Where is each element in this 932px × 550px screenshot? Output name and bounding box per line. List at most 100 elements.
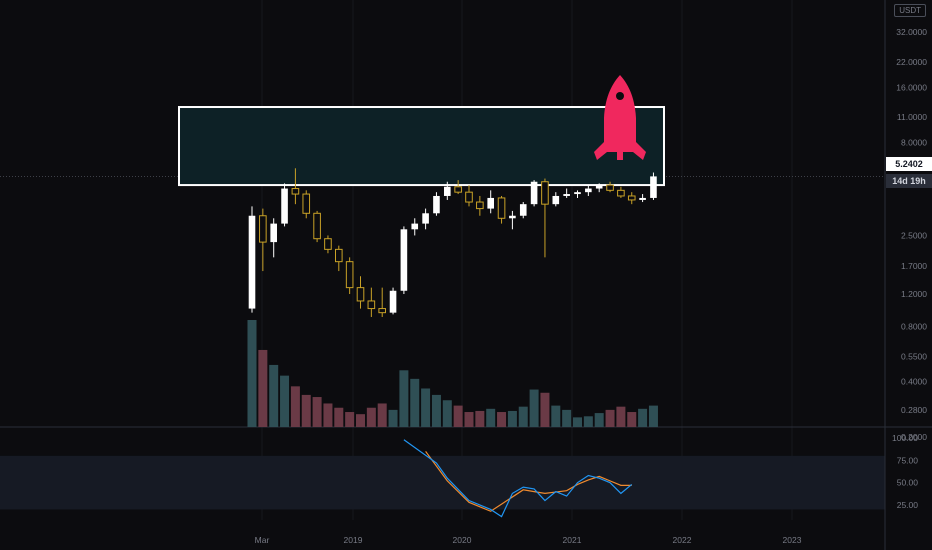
candle[interactable] [606,181,614,193]
rocket-icon [594,75,646,160]
price-tick-label: 11.0000 [897,112,927,122]
candle[interactable] [389,287,397,315]
candle-body [650,176,657,198]
candle[interactable] [465,185,473,207]
candle[interactable] [378,287,386,317]
volume-bar [594,413,604,427]
candle[interactable] [400,226,408,295]
rsi-tick-label: 100.00 [892,433,918,443]
candle[interactable] [627,192,636,205]
candle[interactable] [281,183,288,227]
candle[interactable] [313,210,321,243]
candle-body [552,195,560,205]
candle[interactable] [454,180,462,195]
candle-body [433,195,440,214]
countdown-badge: 14d 19h [886,174,932,188]
candle[interactable] [259,208,267,272]
candle[interactable] [248,206,256,313]
price-tick-label: 1.7000 [901,261,927,271]
price-axis[interactable]: 32.0000 22.0000 16.0000 11.0000 8.0000 2.5000… [896,27,927,442]
candle[interactable] [411,218,419,236]
volume-bar [345,412,355,427]
candle[interactable] [345,257,354,295]
candle[interactable] [291,168,300,205]
candle-body [595,185,603,189]
price-tick-label: 0.2800 [901,405,927,415]
volume-bar [334,407,344,427]
currency-badge[interactable]: USDT [894,4,926,17]
volume-bar [583,416,593,427]
candle[interactable] [487,190,494,214]
candle-body [367,300,376,310]
price-tick-label: 1.2000 [901,289,927,299]
rsi-axis[interactable]: 100.00 75.00 50.00 25.00 [892,433,918,510]
candle[interactable] [563,188,570,198]
candle-body [465,191,473,203]
volume-bar [290,386,300,427]
candle[interactable] [356,276,365,309]
candle[interactable] [302,190,311,219]
candle-body [313,212,321,240]
price-tick-label: 32.0000 [896,27,927,37]
rsi-lines [403,439,633,518]
time-axis[interactable]: Mar 2019 2020 2021 2022 2023 [255,535,802,545]
volume-bar [442,400,452,427]
candle-body [281,188,288,224]
rsi-line [403,439,633,518]
candle[interactable] [541,178,549,258]
volume-bar [464,412,474,427]
candle-body [574,192,581,195]
volume-bar [366,407,376,427]
rsi-tick-label: 25.00 [897,500,919,510]
candle[interactable] [650,172,657,200]
candle-body [606,184,614,191]
candle[interactable] [530,180,538,207]
candle[interactable] [270,218,277,258]
time-tick-label: 2019 [344,535,363,545]
candle[interactable] [433,192,440,216]
candle[interactable] [509,210,516,230]
candle[interactable] [497,195,506,224]
candle[interactable] [552,192,560,207]
price-tick-label: 0.8000 [901,321,927,331]
candle-body [291,188,300,195]
resistance-zone-box[interactable] [178,106,665,187]
candle-body [248,215,256,309]
candle-body [356,287,365,302]
volume-bar [323,403,333,427]
price-tick-label: 8.0000 [901,138,927,148]
candle[interactable] [422,208,429,230]
rsi-band [0,455,885,510]
candle-body [627,195,636,201]
time-tick-label: 2023 [783,535,802,545]
volume-bar [388,409,398,427]
candle[interactable] [595,183,603,193]
candle-body [509,215,516,219]
volume-bar [605,409,615,427]
candle-body [345,261,354,289]
candle[interactable] [476,195,484,216]
candle[interactable] [444,181,451,200]
candle[interactable] [585,185,592,196]
candle[interactable] [367,287,376,317]
price-tick-label: 16.0000 [896,82,927,92]
candle-body [454,186,462,193]
volume-bar [648,405,658,427]
candle[interactable] [519,202,527,219]
candle[interactable] [639,194,646,203]
time-tick-label: 2021 [563,535,582,545]
candle[interactable] [324,235,332,254]
candle-body [563,194,570,196]
candle-body [259,215,267,243]
candle[interactable] [617,186,625,198]
candle-body [378,308,386,314]
candle[interactable] [335,245,343,272]
volume-bar [356,414,365,427]
volume-bar [507,410,517,427]
last-price-badge: 5.2402 [886,157,932,171]
candle[interactable] [574,190,581,198]
volume-bar [312,397,322,427]
volume-bar [431,394,441,427]
candle-body [476,201,484,210]
